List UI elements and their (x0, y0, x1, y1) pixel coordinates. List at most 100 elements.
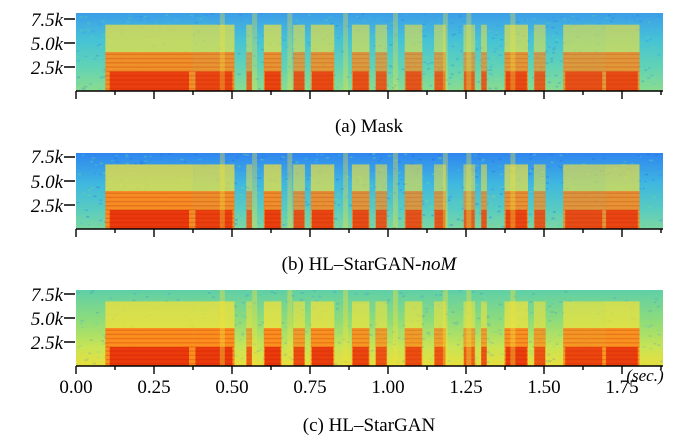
spectrogram-segment (105, 164, 194, 229)
xtick-label-7: 1.75 (605, 377, 638, 398)
spectrogram-segment (481, 164, 487, 229)
spectrogram-segment (533, 301, 546, 366)
spectrogram-streak (510, 290, 516, 366)
spectrogram-segment (504, 24, 528, 91)
panel-b-caption: (b) HL–StarGAN-noM (282, 254, 458, 275)
spectrogram-segment (293, 301, 305, 366)
panel-c-y-axis: 7.5k 5.0k 2.5k (31, 285, 75, 354)
spectrogram-segment (246, 301, 253, 366)
spectrogram-segment (463, 301, 476, 366)
spectrogram-streak (466, 153, 472, 229)
spectrogram-segment (533, 164, 546, 229)
panel-b-ytick-label-1: 5.0k (31, 172, 64, 193)
xtick-label-2: 0.50 (215, 377, 248, 398)
panel-c-spectrogram (76, 290, 663, 366)
spectrogram-segment (263, 301, 282, 366)
spectrogram-segment (263, 164, 282, 229)
panel-a-spectrogram (76, 13, 663, 91)
spectrogram-segment (375, 301, 388, 366)
spectrogram-streak (442, 153, 448, 229)
spectrogram-streak (510, 153, 516, 229)
spectrogram-segment (463, 24, 476, 91)
spectrogram-streak (219, 153, 225, 229)
panel-a-x-axis (75, 90, 663, 99)
spectrogram-segment (351, 24, 370, 91)
spectrogram-segment (246, 164, 253, 229)
spectrogram-segment (310, 301, 335, 366)
spectrogram-segment (293, 24, 305, 91)
spectrogram-segment (375, 24, 388, 91)
spectrogram-segment (310, 24, 335, 91)
spectrogram-segment (193, 24, 235, 91)
spectrogram-streak (392, 13, 398, 91)
spectrogram-segment (563, 164, 605, 229)
panel-b-caption-italic: noM (422, 254, 458, 275)
xtick-label-3: 0.75 (293, 377, 326, 398)
spectrogram-segment (293, 164, 305, 229)
spectrogram-segment (563, 301, 605, 366)
spectrogram-segment (533, 24, 546, 91)
spectrogram-streak (287, 290, 293, 366)
spectrogram-streak (287, 153, 293, 229)
panel-a-ytick-label-1: 5.0k (31, 34, 64, 55)
panel-c-x-axis (75, 365, 663, 374)
panel-a-ytick-label-0: 7.5k (31, 10, 64, 31)
panel-b-ytick-label-0: 7.5k (31, 147, 64, 168)
panel-b-spectrogram (76, 153, 663, 229)
spectrogram-streak (343, 153, 349, 229)
spectrogram-streak (252, 13, 258, 91)
panel-c: 7.5k 5.0k 2.5k 0.00 0.25 0.50 0.75 1.00 … (31, 285, 664, 436)
spectrogram-segment (246, 24, 253, 91)
spectrogram-segment (375, 164, 388, 229)
panel-b-y-axis: 7.5k 5.0k 2.5k (31, 147, 75, 217)
xtick-label-0: 0.00 (59, 377, 92, 398)
spectrogram-streak (466, 13, 472, 91)
panel-c-caption-text: (c) HL–StarGAN (303, 415, 436, 436)
spectrogram-segment (504, 164, 528, 229)
spectrogram-streak (466, 290, 472, 366)
spectrogram-segment (193, 301, 235, 366)
x-unit-label: (sec.) (626, 366, 664, 385)
spectrogram-segment (434, 24, 446, 91)
spectrogram-segment (351, 164, 370, 229)
spectrogram-streak (343, 13, 349, 91)
panel-b-caption-text: (b) HL–StarGAN- (282, 254, 422, 275)
xtick-label-4: 1.00 (371, 377, 404, 398)
spectrogram-segment (193, 164, 235, 229)
panel-a-y-axis: 7.5k 5.0k 2.5k (31, 10, 75, 79)
panel-c-ytick-label-1: 5.0k (31, 309, 64, 330)
spectrogram-streak (219, 13, 225, 91)
spectrogram-streak (510, 13, 516, 91)
spectrogram-segment (604, 24, 640, 91)
xtick-label-5: 1.25 (449, 377, 482, 398)
spectrogram-streak (343, 290, 349, 366)
spectrogram-segment (351, 301, 370, 366)
panel-c-ytick-label-0: 7.5k (31, 285, 64, 306)
spectrogram-segment (481, 24, 487, 91)
spectrogram-segment (310, 164, 335, 229)
spectrogram-streak (252, 153, 258, 229)
spectrogram-segment (263, 24, 282, 91)
spectrogram-segment (563, 24, 605, 91)
spectrogram-streak (219, 290, 225, 366)
spectrogram-segment (463, 164, 476, 229)
spectrogram-streak (442, 13, 448, 91)
panel-a-caption: (a) Mask (335, 116, 404, 137)
spectrogram-segment (434, 301, 446, 366)
spectrogram-segment (404, 301, 423, 366)
spectrogram-segment (404, 24, 423, 91)
spectrogram-streak (442, 290, 448, 366)
panel-b: 7.5k 5.0k 2.5k (b) HL–StarGAN-noM (31, 147, 663, 275)
xtick-label-6: 1.50 (527, 377, 560, 398)
spectrogram-segment (604, 164, 640, 229)
panel-b-ytick-label-2: 2.5k (31, 196, 64, 217)
spectrogram-segment (434, 164, 446, 229)
panel-a-caption-text: (a) Mask (335, 116, 404, 137)
spectrogram-segment (105, 24, 194, 91)
panel-c-ytick-label-2: 2.5k (31, 333, 64, 354)
panel-c-caption: (c) HL–StarGAN (303, 415, 436, 436)
spectrogram-segment (504, 301, 528, 366)
xtick-label-1: 0.25 (137, 377, 170, 398)
spectrogram-segment (105, 301, 194, 366)
